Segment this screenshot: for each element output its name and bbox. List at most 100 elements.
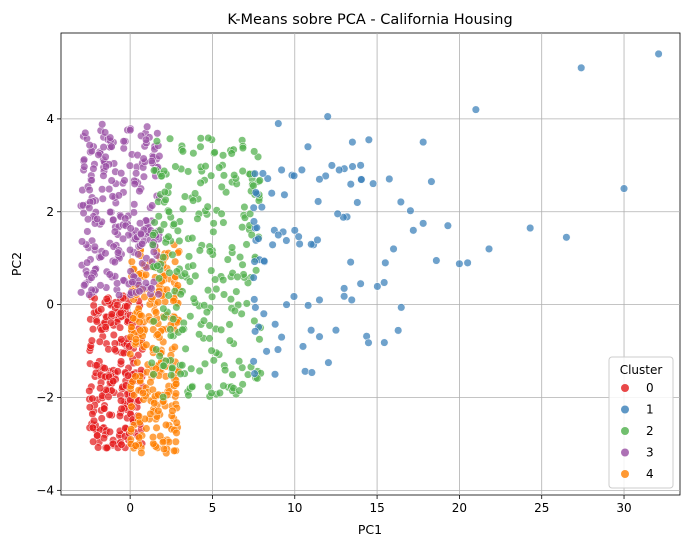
scatter-point [282,236,291,245]
scatter-point [406,206,415,215]
scatter-point [107,142,116,151]
scatter-point [130,179,139,188]
legend-label: 3 [646,446,654,460]
scatter-point [348,138,357,147]
scatter-point [184,391,193,400]
scatter-point [101,128,110,137]
scatter-point [340,284,349,293]
scatter-point [246,209,255,218]
scatter-point [301,367,310,376]
scatter-point [247,230,256,239]
legend-label: 2 [646,424,654,438]
scatter-point [106,318,115,327]
scatter-point [165,134,175,143]
y-tick-label: 2 [46,205,54,219]
scatter-point [577,63,586,72]
scatter-point [258,169,267,178]
scatter-point [98,120,107,129]
scatter-point [226,295,235,304]
scatter-point [208,292,217,301]
scatter-point [114,191,123,200]
scatter-point [117,396,126,405]
scatter-point [131,372,140,381]
scatter-point [315,332,324,341]
scatter-point [148,240,157,249]
scatter-point [356,161,365,170]
scatter-point [153,261,162,270]
scatter-point [242,240,251,249]
y-tick-label: 0 [46,298,54,312]
scatter-point [282,300,291,309]
scatter-point [133,358,142,367]
scatter-point [323,112,332,121]
scatter-point [195,246,204,255]
scatter-point [137,448,146,457]
scatter-point [131,335,140,344]
scatter-point [207,266,216,275]
scatter-point [260,256,269,266]
scatter-point [222,188,231,197]
scatter-point [195,330,204,339]
scatter-point [409,226,418,235]
scatter-point [200,301,209,310]
scatter-point [139,172,148,181]
scatter-point [295,239,304,249]
scatter-point [113,279,122,288]
scatter-point [397,303,406,312]
scatter-point [143,122,152,131]
scatter-point [80,281,89,290]
scatter-point [92,317,101,326]
scatter-point [364,338,373,347]
scatter-point [110,345,119,354]
scatter-point [100,364,109,373]
scatter-point [250,147,259,156]
scatter-point [191,271,200,280]
scatter-point [289,171,299,180]
scatter-point [353,198,362,207]
scatter-point [161,195,170,204]
scatter-point [131,441,140,450]
scatter-point [157,172,166,181]
scatter-point [119,137,128,146]
scatter-point [171,162,180,171]
scatter-point [110,258,119,267]
scatter-point [97,305,106,314]
scatter-point [117,440,126,449]
scatter-point [255,335,264,344]
scatter-point [164,182,173,191]
scatter-point [98,194,107,203]
scatter-point [304,301,313,310]
scatter-point [115,291,124,300]
scatter-point [178,147,187,156]
scatter-point [151,308,161,317]
scatter-point [126,245,135,254]
scatter-point [94,150,103,159]
scatter-point [83,227,92,236]
scatter-point [101,249,110,258]
scatter-point [117,169,126,178]
scatter-point [219,290,229,299]
scatter-point [172,267,181,276]
scatter-point [346,180,355,189]
scatter-point [136,229,145,238]
scatter-point [129,391,138,400]
scatter-point [77,288,86,297]
scatter-point [380,278,389,287]
scatter-point [268,240,277,249]
scatter-point [217,325,226,334]
scatter-point [203,202,212,211]
scatter-point [455,259,464,268]
scatter-point [324,358,333,367]
scatter-point [135,287,144,296]
scatter-point [134,250,143,259]
scatter-point [159,220,169,229]
scatter-point [196,134,205,143]
scatter-point [171,437,180,446]
scatter-point [196,178,205,187]
scatter-point [159,361,168,370]
scatter-point [172,418,181,427]
scatter-point [185,277,194,286]
scatter-point [188,261,197,270]
scatter-point [207,346,216,355]
scatter-point [130,200,139,209]
